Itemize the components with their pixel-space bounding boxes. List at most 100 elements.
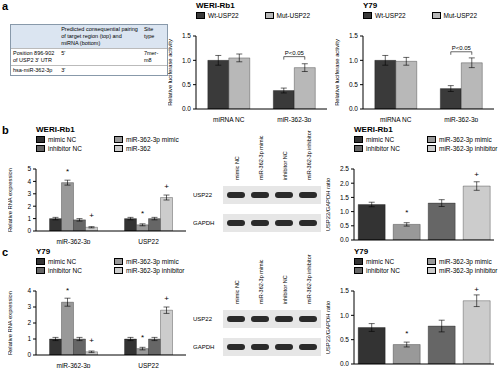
html-text:mimic NC: mimic NC <box>366 258 395 265</box>
svg-text:0.5: 0.5 <box>340 336 349 343</box>
svg-text:+: + <box>89 211 94 220</box>
svg-text:3: 3 <box>27 303 31 310</box>
svg-text:1.0: 1.0 <box>349 57 358 64</box>
html-text:inhibitor NC: inhibitor NC <box>48 267 82 274</box>
html-text:mimic NC: mimic NC <box>48 136 77 143</box>
html-text:miR-362-3p mimic: miR-362-3p mimic <box>439 136 492 143</box>
svg-text:*: * <box>141 209 144 218</box>
svg-text:miR-362-3p mimic: miR-362-3p mimic <box>258 259 264 304</box>
svg-text:USP22: USP22 <box>138 362 159 368</box>
svg-text:Relative RNA expression: Relative RNA expression <box>8 168 13 232</box>
html-text:b: b <box>2 124 9 136</box>
svg-text:1: 1 <box>27 335 31 342</box>
svg-text:1.5: 1.5 <box>182 32 191 39</box>
svg-text:USP22: USP22 <box>138 238 159 244</box>
svg-text:miR-362-3p mimic: miR-362-3p mimic <box>258 135 264 180</box>
svg-text:+: + <box>164 294 169 303</box>
html-text:Mut-USP22: Mut-USP22 <box>443 12 478 19</box>
html-text:Predicted consequential pairin: Predicted consequential pairing of targe… <box>61 26 138 46</box>
html-text:Wt-USP22: Wt-USP22 <box>208 12 239 19</box>
svg-text:2: 2 <box>27 319 31 326</box>
html-text:Y79: Y79 <box>36 247 51 256</box>
svg-text:1.5: 1.5 <box>340 287 349 294</box>
html-text:miR-362-3p mimic: miR-362-3p mimic <box>439 258 492 265</box>
svg-text:miR-362-3p: miR-362-3p <box>277 116 311 122</box>
svg-text:miRNA NC: miRNA NC <box>380 116 412 122</box>
svg-text:miR-362-3p inhibitor: miR-362-3p inhibitor <box>306 254 312 304</box>
svg-text:2: 2 <box>27 203 31 210</box>
svg-text:mimic NC: mimic NC <box>234 156 240 180</box>
svg-text:Relative RNA expression: Relative RNA expression <box>8 291 13 355</box>
svg-text:*: * <box>405 329 408 338</box>
html-text:Mut-USP22: Mut-USP22 <box>276 12 311 19</box>
svg-text:0: 0 <box>27 227 31 234</box>
svg-text:miR-362-3p inhibitor: miR-362-3p inhibitor <box>306 130 312 180</box>
svg-text:0: 0 <box>27 351 31 358</box>
html-text:mimic NC: mimic NC <box>48 258 77 265</box>
html-text:WERI-Rb1: WERI-Rb1 <box>36 125 75 134</box>
svg-text:0.5: 0.5 <box>349 81 358 88</box>
html-text:Position 896-902 of USP2 3' UT: Position 896-902 of USP2 3' UTR <box>13 50 55 63</box>
svg-text:1.0: 1.0 <box>182 57 191 64</box>
html-text:miR-362: miR-362 <box>126 145 151 152</box>
svg-text:5: 5 <box>27 165 31 172</box>
svg-text:Relative luciferase activity: Relative luciferase activity <box>168 39 173 106</box>
svg-text:0.0: 0.0 <box>349 105 358 112</box>
svg-text:0.0: 0.0 <box>340 360 349 367</box>
html-text:Y79: Y79 <box>354 247 369 256</box>
html-text:miR-362-3p mimic: miR-362-3p mimic <box>126 258 179 265</box>
svg-text:1.5: 1.5 <box>349 32 358 39</box>
svg-text:+: + <box>474 285 479 294</box>
html-text:a: a <box>2 0 9 12</box>
svg-text:miR-362-3p: miR-362-3p <box>57 362 91 368</box>
html-text:7mer-m8: 7mer-m8 <box>143 50 159 63</box>
svg-text:4: 4 <box>27 178 31 185</box>
svg-text:Relative luciferase activity: Relative luciferase activity <box>335 39 340 106</box>
svg-text:*: * <box>66 286 69 295</box>
svg-text:GAPDH: GAPDH <box>193 344 214 350</box>
svg-text:USP22/GAPDH ratio: USP22/GAPDH ratio <box>326 301 331 354</box>
html-text:c: c <box>2 246 9 258</box>
html-text:WERI-Rb1: WERI-Rb1 <box>354 125 393 134</box>
svg-text:*: * <box>66 167 69 176</box>
html-text:mimic NC: mimic NC <box>366 136 395 143</box>
svg-text:1.0: 1.0 <box>340 208 349 215</box>
svg-text:0.0: 0.0 <box>182 105 191 112</box>
svg-text:+: + <box>89 336 94 345</box>
svg-text:USP22: USP22 <box>193 192 213 198</box>
svg-text:+: + <box>164 182 169 191</box>
svg-text:1.0: 1.0 <box>340 312 349 319</box>
svg-text:GAPDH: GAPDH <box>193 220 214 226</box>
svg-text:USP22/GAPDH ratio: USP22/GAPDH ratio <box>326 178 331 231</box>
html-text:miR-362-3p mimic: miR-362-3p mimic <box>126 136 179 143</box>
html-text:miR-362-3p inhibitor: miR-362-3p inhibitor <box>126 267 185 274</box>
svg-text:inhibitor NC: inhibitor NC <box>282 275 288 304</box>
svg-text:2.0: 2.0 <box>340 180 349 187</box>
svg-text:miR-362-3p: miR-362-3p <box>57 238 91 244</box>
svg-text:mimic NC: mimic NC <box>234 280 240 304</box>
svg-text:0.5: 0.5 <box>340 222 349 229</box>
svg-text:4: 4 <box>27 287 31 294</box>
html-text:Y79: Y79 <box>363 1 378 10</box>
html-text:Wt-USP22: Wt-USP22 <box>375 12 406 19</box>
svg-text:inhibitor NC: inhibitor NC <box>282 151 288 180</box>
svg-text:1.5: 1.5 <box>340 194 349 201</box>
svg-text:miRNA NC: miRNA NC <box>213 116 245 122</box>
svg-text:3: 3 <box>27 190 31 197</box>
html-text:inhibitor NC: inhibitor NC <box>366 145 400 152</box>
svg-text:*: * <box>405 208 408 217</box>
svg-text:USP22: USP22 <box>193 316 213 322</box>
html-text:WERI-Rb1: WERI-Rb1 <box>196 1 235 10</box>
svg-text:1: 1 <box>27 215 31 222</box>
svg-text:*: * <box>141 333 144 342</box>
svg-text:0.0: 0.0 <box>340 236 349 243</box>
svg-text:P<0.05: P<0.05 <box>285 50 305 56</box>
html-text:Site type: Site type <box>143 26 155 39</box>
html-text:inhibitor NC: inhibitor NC <box>48 145 82 152</box>
svg-text:miR-362-3p: miR-362-3p <box>444 116 478 122</box>
svg-text:2.5: 2.5 <box>340 165 349 172</box>
svg-text:P<0.05: P<0.05 <box>452 45 472 51</box>
html-text:miR-362-3p inhibitor: miR-362-3p inhibitor <box>439 145 498 152</box>
svg-text:+: + <box>474 170 479 179</box>
svg-text:0.5: 0.5 <box>182 81 191 88</box>
